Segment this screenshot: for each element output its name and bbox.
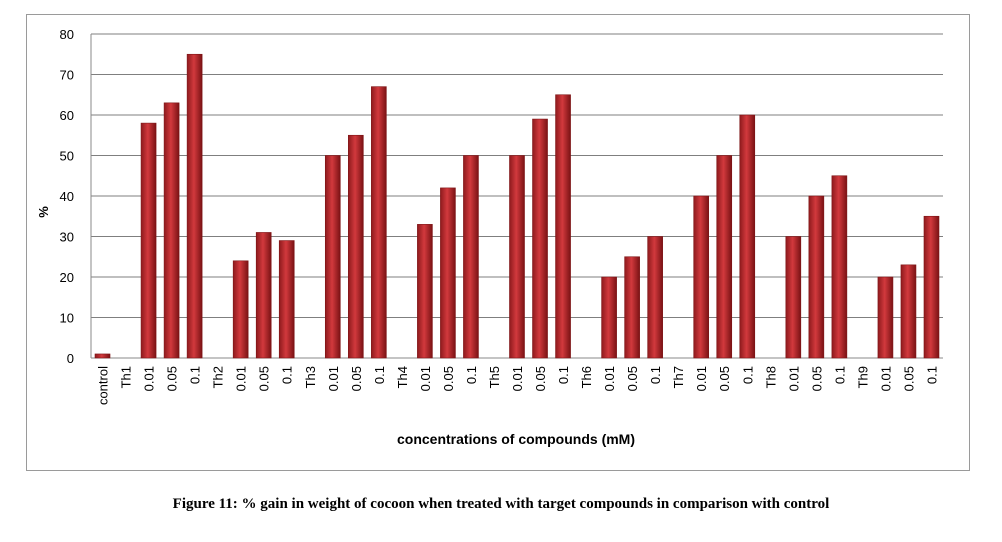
- x-tick-label: 0.01: [878, 366, 893, 391]
- bar: [94, 353, 111, 359]
- y-tick-label: 70: [60, 68, 74, 83]
- x-tick-label: Th6: [579, 366, 594, 388]
- bar: [417, 224, 433, 359]
- y-tick-label: 10: [60, 311, 74, 326]
- x-tick-label: 0.1: [372, 366, 387, 384]
- bar: [163, 102, 180, 359]
- bar: [923, 215, 940, 359]
- y-tick-label: 60: [60, 108, 74, 123]
- x-tick-label: 0.05: [257, 366, 272, 391]
- x-tick-label: 0.05: [901, 366, 916, 391]
- x-tick-label: 0.01: [326, 366, 341, 391]
- y-tick-label: 50: [60, 149, 74, 164]
- x-tick-label: Th4: [395, 366, 410, 388]
- y-tick-label: 20: [60, 270, 74, 285]
- bar: [371, 86, 387, 359]
- y-tick-labels: 0 10 20 30 40 50 60 70 80: [60, 27, 74, 366]
- x-tick-label: 0.1: [924, 366, 939, 384]
- bar: [348, 134, 364, 359]
- bar: [232, 260, 249, 359]
- x-tick-label: Th9: [855, 366, 870, 388]
- figure-caption: Figure 11: % gain in weight of cocoon wh…: [172, 496, 830, 512]
- x-tick-labels: control Th1 0.01 0.05 0.1 Th2 0.01 0.05 0.1 Th3 0.…: [96, 366, 940, 405]
- y-tick-label: 40: [60, 189, 74, 204]
- x-tick-label: 0.01: [510, 366, 525, 391]
- y-axis-label: %: [36, 206, 51, 218]
- bar-chart: 0 10 20 30 40 50 60 70 80 control Th1 0.01 0.05 0.1 T…: [36, 27, 943, 447]
- x-tick-label: 0.01: [418, 366, 433, 391]
- x-tick-label: 0.1: [740, 366, 755, 384]
- bar: [716, 155, 733, 359]
- x-tick-label: 0.05: [533, 366, 548, 391]
- bar: [255, 232, 272, 359]
- y-tick-label: 80: [60, 27, 74, 42]
- x-tick-label: Th2: [211, 366, 226, 388]
- y-tick-label: 0: [67, 351, 74, 366]
- bar: [440, 187, 456, 359]
- bar: [509, 155, 525, 359]
- x-tick-label: 0.05: [717, 366, 732, 391]
- x-tick-label: 0.1: [188, 366, 203, 384]
- x-tick-label: Th3: [303, 366, 318, 388]
- bar: [647, 236, 663, 359]
- bar: [463, 155, 479, 359]
- x-tick-label: 0.1: [556, 366, 571, 384]
- x-tick-label: Th1: [119, 366, 134, 388]
- bar: [186, 53, 203, 359]
- x-tick-label: 0.1: [280, 366, 295, 384]
- x-tick-label: 0.01: [786, 366, 801, 391]
- x-tick-label: 0.05: [165, 366, 180, 391]
- x-tick-label: 0.05: [809, 366, 824, 391]
- bar: [532, 118, 548, 359]
- x-tick-label: 0.05: [349, 366, 364, 391]
- y-tick-label: 30: [60, 230, 74, 245]
- x-axis-label: concentrations of compounds (mM): [397, 431, 635, 447]
- bar: [624, 256, 640, 359]
- bars: [94, 53, 940, 359]
- bar: [140, 122, 157, 359]
- chart-frame: 0 10 20 30 40 50 60 70 80 control Th1 0.01 0.05 0.1 T…: [26, 14, 970, 471]
- x-tick-label: 0.01: [142, 366, 157, 391]
- bar: [808, 195, 825, 359]
- x-tick-label: 0.05: [441, 366, 456, 391]
- x-tick-label: 0.1: [832, 366, 847, 384]
- x-tick-label: Th8: [763, 366, 778, 388]
- bar: [601, 276, 617, 359]
- x-tick-label: Th5: [487, 366, 502, 388]
- x-tick-label: 0.1: [464, 366, 479, 384]
- bar: [278, 240, 295, 359]
- x-tick-label: 0.01: [694, 366, 709, 391]
- x-tick-label: 0.05: [625, 366, 640, 391]
- x-tick-label: Th7: [671, 366, 686, 388]
- bar: [693, 195, 710, 359]
- bar: [877, 276, 894, 359]
- x-tick-label: 0.1: [648, 366, 663, 384]
- x-tick-label: 0.01: [602, 366, 617, 391]
- bar: [831, 175, 848, 359]
- bar: [555, 94, 571, 359]
- bar: [324, 155, 341, 359]
- x-tick-label: control: [96, 366, 111, 405]
- bar: [785, 236, 802, 359]
- bar: [900, 264, 917, 359]
- x-tick-label: 0.01: [234, 366, 249, 391]
- bar: [739, 114, 756, 359]
